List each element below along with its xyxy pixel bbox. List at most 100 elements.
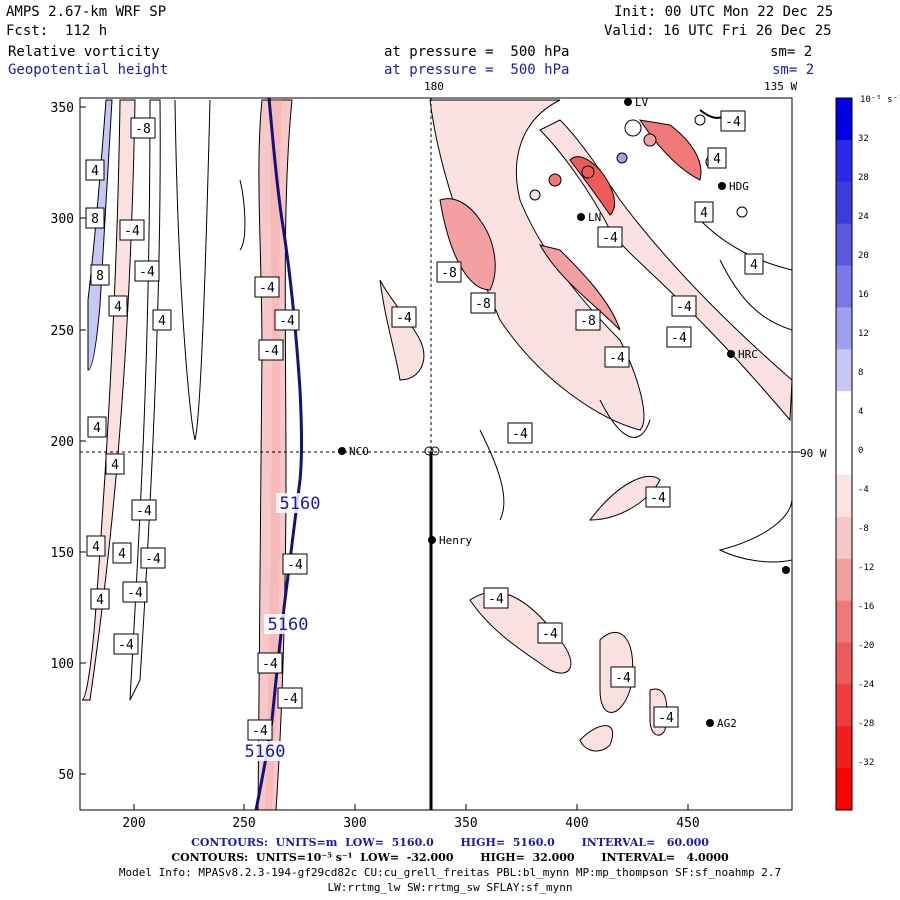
- y-tick-label: 50: [58, 768, 74, 783]
- contour-label-box: [85, 159, 105, 181]
- contour-label-box: [666, 326, 692, 348]
- colorbar-level: 24: [858, 212, 869, 222]
- contour-label-box: [119, 219, 145, 241]
- contour-label-box: [274, 309, 300, 331]
- contour-label: 4: [700, 206, 708, 221]
- parallel-right-label: 90 W: [800, 447, 827, 460]
- field2-name: Geopotential height: [8, 62, 169, 78]
- contour-label-box: [152, 309, 172, 331]
- contour-label-box: [653, 706, 679, 728]
- colorbar-swatch: [836, 600, 852, 643]
- colorbar-swatch: [836, 181, 852, 225]
- contour-label: -4: [512, 427, 528, 442]
- contour-label: 4: [114, 300, 122, 315]
- station-marker: [706, 719, 714, 727]
- contour-label-box: [258, 339, 284, 361]
- colorbar-swatch: [836, 768, 852, 811]
- field1-level: at pressure = 500 hPa: [384, 44, 570, 60]
- contour-label: 8: [91, 212, 99, 227]
- contour-label: 4: [118, 547, 126, 562]
- colorbar-units: 10⁻⁵ s⁻¹: [860, 95, 900, 105]
- y-tick-label: 300: [51, 212, 74, 227]
- contour-label-box: [597, 226, 623, 248]
- contour-label-box: [108, 295, 128, 317]
- colorbar-swatch: [836, 265, 852, 308]
- colorbar-level: -8: [858, 524, 869, 534]
- y-tick-label: 100: [51, 657, 74, 672]
- contour-label: -4: [396, 311, 412, 326]
- contour-label-box: [707, 147, 727, 169]
- contour-label-box: [86, 535, 106, 557]
- contour-label-box: [112, 542, 132, 564]
- contour-label: -4: [658, 711, 674, 726]
- contour-label: -4: [725, 115, 741, 130]
- contour-label: 4: [96, 593, 104, 608]
- model-info-2: LW:rrtmg_lw SW:rrtmg_sw SFLAY:sf_mynn: [327, 881, 573, 894]
- colorbar-swatch: [836, 349, 852, 392]
- colorbar-level: -4: [858, 485, 869, 495]
- vorticity-contour-info: CONTOURS: UNITS=10⁻⁵ s⁻¹ LOW= -32.000 HI…: [171, 851, 729, 864]
- contour-label-box: [254, 276, 280, 298]
- meridian-right-top-label: 135 W: [764, 80, 798, 93]
- contour-label: 4: [750, 258, 758, 273]
- contour-label-box: [575, 309, 601, 331]
- contour-label: -4: [542, 627, 558, 642]
- colorbar-swatch: [836, 474, 852, 518]
- y-tick-label: 250: [51, 324, 74, 339]
- colorbar-level: 20: [858, 251, 869, 261]
- pole-marker: [424, 446, 434, 456]
- contour-label-box: [131, 499, 157, 521]
- colorbar-level: 12: [858, 329, 869, 339]
- x-tick-label: 200: [122, 816, 145, 831]
- contour-label-box: [537, 622, 563, 644]
- x-tick-label: 250: [232, 816, 255, 831]
- height-contour-5160: [254, 98, 303, 810]
- height-contour-label: 5160: [245, 742, 286, 762]
- x-tick-label: 450: [676, 816, 699, 831]
- contour-label-box: [87, 416, 107, 438]
- contour-label: -4: [139, 265, 155, 280]
- contour-label: -4: [252, 724, 268, 739]
- station-marker: [782, 566, 790, 574]
- contour-label-box: [130, 117, 156, 139]
- contour-label-box: [671, 295, 697, 317]
- contour-label-box: [720, 110, 746, 132]
- contour-label: -4: [259, 281, 275, 296]
- contour-label-box: [247, 719, 273, 741]
- contour-label: -4: [136, 504, 152, 519]
- colorbar-swatch: [836, 516, 852, 560]
- colorbar-level: 32: [858, 134, 869, 144]
- contour-label: -4: [145, 552, 161, 567]
- station-label: HRC: [738, 348, 758, 361]
- station-marker: [338, 447, 346, 455]
- valid-time: Valid: 16 UTC Fri 26 Dec 25: [604, 23, 832, 39]
- colorbar-level: -24: [858, 680, 874, 690]
- contour-label: -4: [124, 224, 140, 239]
- y-axis: 350 300 250 200 150 100 50: [51, 101, 86, 783]
- y-tick-label: 150: [51, 546, 74, 561]
- station-marker: [624, 98, 632, 106]
- stations-layer: NCO Henry HRC AG2 LV HDG LN: [338, 96, 790, 730]
- contour-label-box: [483, 587, 509, 609]
- x-tick-label: 350: [454, 816, 477, 831]
- y-tick-label: 200: [51, 435, 74, 450]
- contour-label: -8: [441, 266, 457, 281]
- model-info: Model Info: MPASv8.2.3-194-gf29cd82c CU:…: [118, 866, 782, 879]
- init-time: Init: 00 UTC Mon 22 Dec 25: [614, 4, 834, 20]
- colorbar-swatch: [836, 433, 852, 476]
- pole-marker: [430, 446, 440, 456]
- colorbar-level: -20: [858, 641, 874, 651]
- field2-level: at pressure = 500 hPa: [384, 62, 570, 78]
- x-tick-label: 400: [565, 816, 588, 831]
- station-marker: [428, 536, 436, 544]
- contour-label-box: [105, 453, 125, 475]
- contour-label: -4: [676, 300, 692, 315]
- colorbar-level: -28: [858, 719, 874, 729]
- contour-labels: -8 4 8 -4 -4 8 4 4 4 4 -4 4 4 -4 4 -4 -4 -4 -4 -4 -4 -4 -4 -4 -4…: [85, 110, 764, 741]
- contour-label-box: [134, 260, 160, 282]
- station-marker: [577, 213, 585, 221]
- model-title: AMPS 2.67-km WRF SP: [6, 4, 167, 20]
- contour-label: -4: [650, 491, 666, 506]
- contour-label-box: [744, 253, 764, 275]
